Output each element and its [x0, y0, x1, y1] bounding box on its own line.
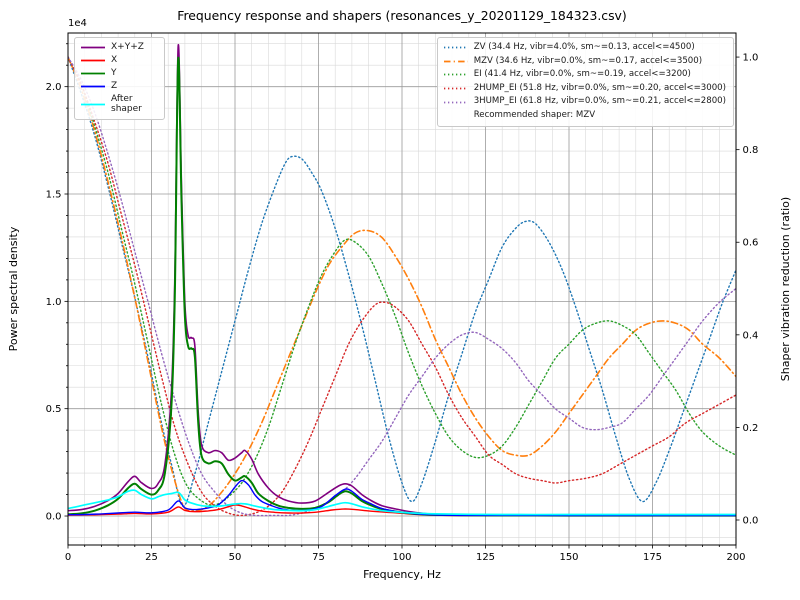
legend-line-swatch: [81, 59, 105, 62]
legend-label: Z: [111, 81, 118, 92]
legend-item-shaper-0: ZV (34.4 Hz, vibr=4.0%, sm~=0.13, accel<…: [443, 42, 726, 54]
chart-title: Frequency response and shapers (resonanc…: [177, 8, 627, 23]
x-tick-label: 75: [312, 552, 325, 563]
x-tick-label: 100: [392, 552, 411, 563]
series-2hump_ei: [68, 56, 736, 517]
legend-label: EI (41.4 Hz, vibr=0.0%, sm~=0.19, accel<…: [473, 69, 691, 80]
legend-label: Y: [111, 68, 117, 79]
legend-label: MZV (34.6 Hz, vibr=0.0%, sm~=0.17, accel…: [473, 55, 703, 66]
y-left-tick-label: 0.5: [46, 404, 62, 415]
y-left-tick-label: 1.5: [46, 190, 62, 201]
x-tick-label: 0: [65, 552, 71, 563]
legend-label: Recommended shaper: MZV: [473, 109, 596, 120]
y-right-tick-label: 0.0: [743, 516, 759, 527]
y-axis-offset-text: 1e4: [68, 18, 87, 29]
legend-item-psd-1: X: [80, 55, 157, 66]
legend-item-shaper-2: EI (41.4 Hz, vibr=0.0%, sm~=0.19, accel<…: [443, 69, 726, 81]
y-right-tick-label: 0.4: [743, 330, 759, 341]
series-ei: [68, 56, 736, 507]
legend-item-psd-4: After shaper: [80, 94, 157, 115]
y-left-tick-label: 1.0: [46, 297, 62, 308]
legend-item-psd-2: Y: [80, 68, 157, 79]
legend-item-recommended-note: Recommended shaper: MZV: [443, 110, 726, 122]
legend-line-swatch: [81, 103, 105, 106]
x-tick-label: 125: [476, 552, 495, 563]
legend-line-swatch: [81, 72, 105, 75]
legend-item-shaper-4: 3HUMP_EI (61.8 Hz, vibr=0.0%, sm~=0.21, …: [443, 96, 726, 108]
x-tick-label: 50: [229, 552, 242, 563]
y-right-tick-label: 0.8: [743, 145, 759, 156]
y-right-tick-label: 1.0: [743, 53, 759, 64]
x-tick-label: 25: [145, 552, 158, 563]
y-left-axis-label: Power spectral density: [7, 226, 20, 351]
y-left-tick-label: 0.0: [46, 512, 62, 523]
series-3hump_ei: [68, 56, 736, 517]
plot-series: [68, 43, 736, 517]
legend-item-psd-3: Z: [80, 81, 157, 92]
legend-line-swatch: [443, 87, 468, 90]
y-left-tick-label: 2.0: [46, 82, 62, 93]
legend-line-swatch: [443, 74, 468, 76]
legend-label: X: [111, 55, 118, 66]
series-after_shaper: [68, 489, 736, 516]
tick-marks: [64, 43, 740, 549]
legend-label: After shaper: [111, 94, 142, 115]
tick-labels: 0 25 50 75 100 125 150 175 200 0.0 0.5 1.0 1.5 2.0 0.0…: [7, 18, 792, 581]
legend-shapers: ZV (34.4 Hz, vibr=4.0%, sm~=0.13, accel<…: [436, 37, 734, 127]
x-axis-label: Frequency, Hz: [363, 568, 441, 581]
legend-item-shaper-1: MZV (34.6 Hz, vibr=0.0%, sm~=0.17, accel…: [443, 56, 726, 68]
legend-psd: X+Y+Z X Y Z After shaper: [74, 37, 165, 120]
legend-label: ZV (34.4 Hz, vibr=4.0%, sm~=0.13, accel<…: [473, 42, 695, 52]
y-right-tick-label: 0.2: [743, 423, 759, 434]
series-sum_xyz: [68, 43, 736, 517]
legend-item-psd-0: X+Y+Z: [80, 42, 157, 53]
x-tick-label: 200: [726, 552, 745, 563]
legend-label: 3HUMP_EI (61.8 Hz, vibr=0.0%, sm~=0.21, …: [473, 96, 726, 107]
y-right-tick-label: 0.6: [743, 238, 759, 249]
x-tick-label: 150: [559, 552, 578, 563]
legend-item-shaper-3: 2HUMP_EI (51.8 Hz, vibr=0.0%, sm~=0.20, …: [443, 83, 726, 95]
legend-label: X+Y+Z: [111, 42, 144, 53]
y-right-axis-label: Shaper vibration reduction (ratio): [779, 197, 792, 381]
legend-line-swatch: [81, 85, 105, 88]
legend-line-swatch: [443, 46, 468, 49]
legend-label: 2HUMP_EI (51.8 Hz, vibr=0.0%, sm~=0.20, …: [473, 82, 726, 93]
legend-line-swatch: [81, 46, 105, 49]
series-mzv: [68, 56, 736, 512]
legend-line-swatch: [443, 60, 468, 63]
x-tick-label: 175: [643, 552, 662, 563]
legend-line-swatch: [443, 101, 468, 104]
